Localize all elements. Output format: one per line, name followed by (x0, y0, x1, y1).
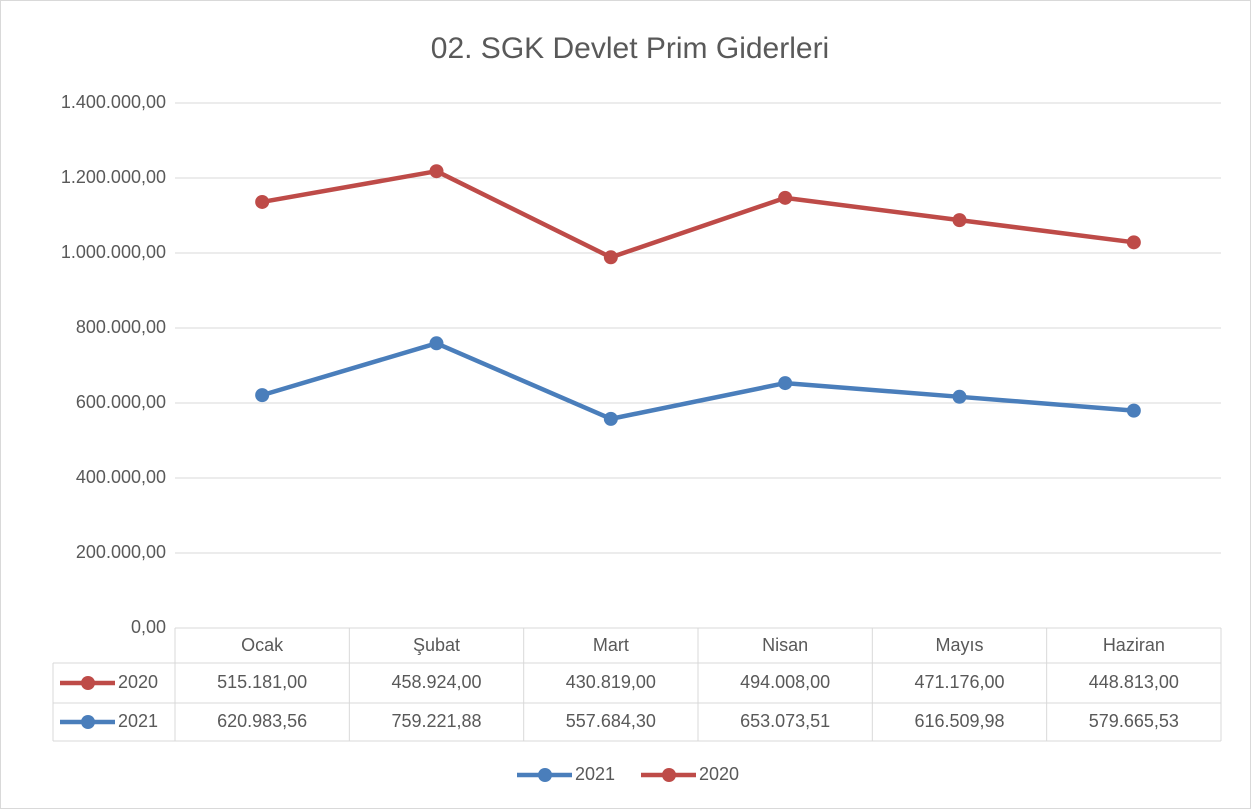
table-value: 620.983,56 (217, 711, 307, 731)
y-tick-label: 400.000,00 (76, 467, 166, 487)
legend-key-marker (81, 676, 95, 690)
table-value: 471.176,00 (914, 672, 1004, 692)
point-marker (603, 411, 618, 426)
point-marker (603, 250, 618, 265)
legend-label: 2020 (699, 764, 739, 784)
point-marker (1126, 235, 1141, 250)
x-tick-label: Haziran (1103, 635, 1165, 655)
table-value: 430.819,00 (566, 672, 656, 692)
y-tick-label: 0,00 (131, 617, 166, 637)
legend-key-marker (662, 768, 676, 782)
point-marker (952, 213, 967, 228)
chart-title: 02. SGK Devlet Prim Giderleri (431, 32, 829, 65)
table-value: 616.509,98 (914, 711, 1004, 731)
y-tick-label: 1.000.000,00 (61, 242, 166, 262)
point-marker (952, 389, 967, 404)
point-marker (429, 164, 444, 179)
legend-key-marker (81, 715, 95, 729)
point-marker (429, 336, 444, 351)
y-tick-label: 600.000,00 (76, 392, 166, 412)
table-value: 579.665,53 (1089, 711, 1179, 731)
y-tick-label: 1.200.000,00 (61, 167, 166, 187)
point-marker (255, 194, 270, 209)
x-tick-label: Mayıs (935, 635, 983, 655)
table-value: 557.684,30 (566, 711, 656, 731)
table-value: 653.073,51 (740, 711, 830, 731)
point-marker (778, 376, 793, 391)
point-marker (778, 190, 793, 205)
point-marker (1126, 403, 1141, 418)
table-row-label: 2020 (118, 672, 158, 692)
series-line (261, 168, 1135, 260)
series-line (261, 341, 1135, 422)
table-value: 448.813,00 (1089, 672, 1179, 692)
legend-label: 2021 (575, 764, 615, 784)
x-tick-label: Şubat (413, 635, 460, 655)
table-value: 759.221,88 (391, 711, 481, 731)
x-tick-label: Nisan (762, 635, 808, 655)
table-value: 515.181,00 (217, 672, 307, 692)
x-tick-label: Mart (593, 635, 629, 655)
table-row-label: 2021 (118, 711, 158, 731)
table-value: 494.008,00 (740, 672, 830, 692)
y-tick-label: 800.000,00 (76, 317, 166, 337)
table-value: 458.924,00 (391, 672, 481, 692)
legend-key-marker (538, 768, 552, 782)
point-marker (255, 388, 270, 403)
y-tick-label: 1.400.000,00 (61, 92, 166, 112)
y-tick-label: 200.000,00 (76, 542, 166, 562)
x-tick-label: Ocak (241, 635, 284, 655)
